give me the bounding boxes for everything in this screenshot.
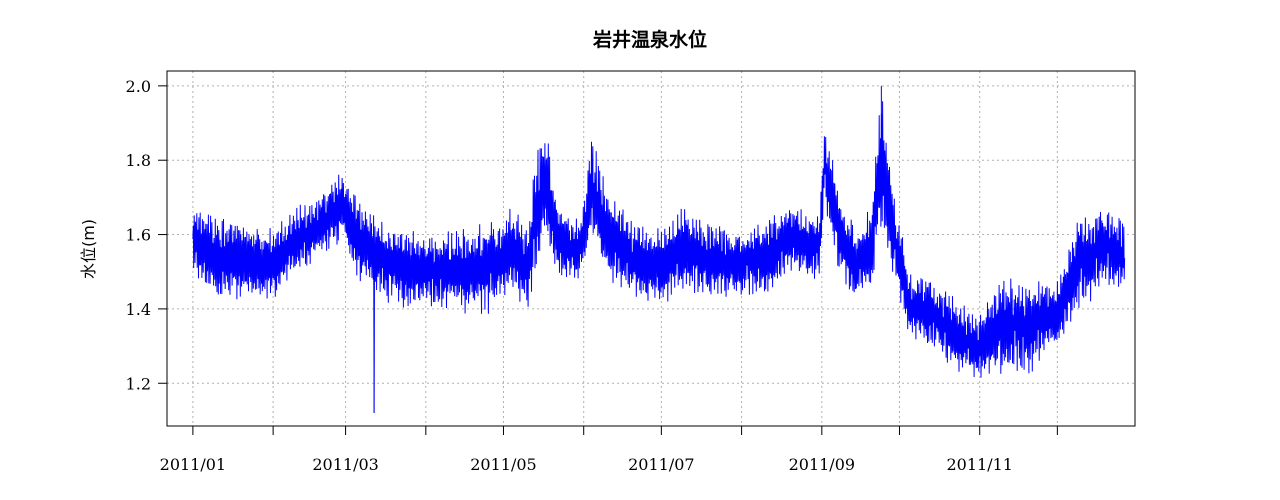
y-tick-label-4: 2.0 — [126, 77, 151, 96]
x-tick-label-3: 2011/07 — [628, 455, 694, 474]
x-tick-label-0: 2011/01 — [160, 455, 226, 474]
y-tick-label-0: 1.2 — [126, 374, 151, 393]
x-tick-label-4: 2011/09 — [789, 455, 855, 474]
y-axis: 1.2 1.4 1.6 1.8 2.0 — [126, 77, 167, 393]
x-tick-label-5: 2011/11 — [946, 455, 1012, 474]
x-tick-label-1: 2011/03 — [312, 455, 378, 474]
x-tick-label-2: 2011/05 — [470, 455, 536, 474]
chart-title: 岩井温泉水位 — [592, 28, 707, 51]
y-axis-label: 水位(m) — [79, 219, 98, 279]
y-tick-label-1: 1.4 — [126, 300, 151, 319]
plot-frame — [166, 70, 1136, 427]
x-axis: 2011/01 2011/03 2011/05 2011/07 2011/09 2011/… — [160, 426, 1058, 474]
y-tick-label-3: 1.8 — [126, 151, 151, 170]
y-tick-label-2: 1.6 — [126, 226, 151, 245]
series-water-level — [192, 85, 1126, 414]
water-level-line — [192, 101, 1126, 414]
